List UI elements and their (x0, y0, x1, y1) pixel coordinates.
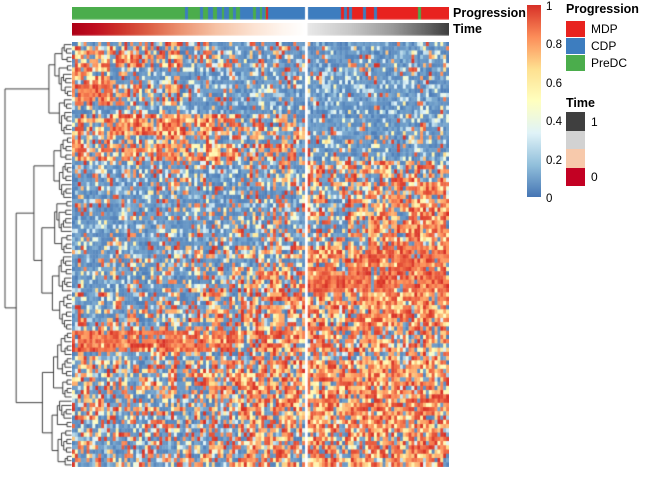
progression-legend: MDP CDP PreDC (566, 21, 627, 72)
legend-item-label: CDP (591, 39, 617, 53)
progression-annotation-bar (72, 7, 449, 20)
time-legend-min-label: 0 (591, 170, 598, 184)
time-track-label: Time (453, 22, 482, 36)
cdp-color-swatch (566, 38, 585, 54)
time-legend-scale (566, 112, 585, 186)
time-scale-block (566, 167, 585, 186)
progression-track-label: Progression (453, 6, 526, 20)
colorbar-tick: 0.2 (546, 154, 562, 167)
time-legend-max-label: 1 (591, 115, 598, 129)
time-scale-block (566, 112, 585, 131)
colorbar-tick: 0.6 (546, 77, 562, 90)
row-dendrogram (0, 0, 72, 480)
legend-item-label: MDP (591, 22, 618, 36)
predc-color-swatch (566, 55, 585, 71)
progression-legend-title: Progression (566, 2, 639, 16)
colorbar-tick: 0.8 (546, 39, 562, 52)
colorbar-tick: 0.4 (546, 116, 562, 129)
time-scale-block (566, 130, 585, 149)
value-colorbar (527, 5, 541, 197)
time-annotation-bar (72, 23, 449, 36)
legend-item-predc: PreDC (566, 55, 627, 71)
time-scale-block (566, 149, 585, 168)
time-legend-title: Time (566, 96, 595, 110)
colorbar-tick: 1 (546, 1, 553, 13)
heatmap-body (72, 42, 449, 467)
legend-item-cdp: CDP (566, 38, 627, 54)
legend-item-mdp: MDP (566, 21, 627, 37)
colorbar-tick-labels: 1 0.8 0.6 0.4 0.2 0 (546, 1, 580, 211)
legend-item-label: PreDC (591, 56, 628, 70)
mdp-color-swatch (566, 21, 585, 37)
colorbar-tick: 0 (546, 193, 553, 205)
